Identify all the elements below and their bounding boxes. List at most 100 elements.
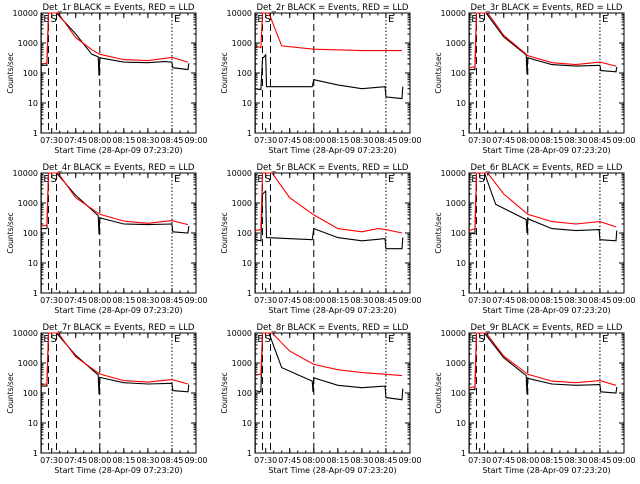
plot-frame	[468, 12, 625, 134]
plot-frame	[40, 332, 197, 454]
y-tick-label: 10000	[227, 329, 252, 338]
series-line-lld	[468, 172, 617, 232]
y-tick-label: 10	[242, 419, 252, 428]
series-line-events	[468, 172, 618, 242]
x-tick-label: 08:15	[326, 456, 349, 465]
x-axis-label: Start Time (28-Apr-09 07:23:20)	[268, 306, 396, 315]
marker-label: E	[174, 334, 180, 345]
y-tick-label: 1000	[18, 39, 38, 48]
y-tick-label: 10	[456, 259, 466, 268]
series-line-events	[469, 12, 618, 75]
y-tick-label: 1000	[446, 359, 466, 368]
x-tick-label: 08:00	[88, 296, 111, 305]
marker-label: E	[388, 14, 394, 25]
y-tick-label: 1000	[18, 199, 38, 208]
y-tick-label: 1000	[232, 199, 252, 208]
y-tick-label: 100	[451, 69, 466, 78]
y-tick-label: 1000	[18, 359, 38, 368]
x-tick-label: 08:15	[540, 136, 563, 145]
x-tick-label: 08:00	[516, 296, 539, 305]
y-tick-label: 10	[28, 259, 38, 268]
marker-label: E	[471, 14, 477, 25]
x-tick-label: 07:45	[278, 456, 301, 465]
marker-label: S	[264, 174, 270, 185]
x-tick-label: 07:30	[254, 136, 277, 145]
chart-title: Det_2r BLACK = Events, RED = LLD	[257, 3, 409, 13]
x-tick-label: 09:00	[184, 136, 207, 145]
x-tick-label: 07:45	[492, 296, 515, 305]
x-tick-label: 08:00	[88, 456, 111, 465]
x-tick-label: 08:30	[350, 296, 373, 305]
y-tick-label: 100	[237, 229, 252, 238]
y-tick-label: 10	[28, 419, 38, 428]
y-tick-label: 1000	[446, 39, 466, 48]
x-axis-label: Start Time (28-Apr-09 07:23:20)	[54, 466, 182, 475]
y-axis-label: Counts/sec	[220, 52, 229, 93]
marker-label: E	[471, 334, 477, 345]
y-tick-label: 1	[33, 289, 38, 298]
marker-label: E	[174, 14, 180, 25]
x-tick-label: 07:45	[64, 456, 87, 465]
y-tick-label: 10000	[13, 169, 38, 178]
y-tick-label: 10000	[227, 9, 252, 18]
y-axis-label: Counts/sec	[6, 372, 15, 413]
chart-title: Det_6r BLACK = Events, RED = LLD	[471, 163, 623, 173]
y-axis-label: Counts/sec	[220, 372, 229, 413]
marker-label: E	[43, 334, 49, 345]
y-tick-label: 10	[242, 99, 252, 108]
series-line-events	[41, 172, 190, 235]
plot-frame	[40, 172, 197, 294]
y-tick-label: 1	[461, 449, 466, 458]
series-line-lld	[468, 332, 617, 389]
y-tick-label: 10	[456, 99, 466, 108]
y-tick-label: 1	[461, 129, 466, 138]
chart-title: Det_3r BLACK = Events, RED = LLD	[471, 3, 623, 13]
x-tick-label: 07:45	[492, 136, 515, 145]
y-tick-label: 100	[237, 389, 252, 398]
y-axis-label: Counts/sec	[434, 372, 443, 413]
marker-label: S	[478, 174, 484, 185]
y-tick-label: 10000	[441, 169, 466, 178]
marker-label: E	[174, 174, 180, 185]
series-line-lld	[40, 172, 189, 227]
y-tick-label: 10000	[441, 9, 466, 18]
y-tick-label: 1	[461, 289, 466, 298]
marker-label: S	[50, 14, 56, 25]
marker-label: E	[388, 334, 394, 345]
y-axis-label: Counts/sec	[434, 52, 443, 93]
x-tick-label: 08:30	[350, 456, 373, 465]
series-line-lld	[254, 12, 402, 52]
x-axis-label: Start Time (28-Apr-09 07:23:20)	[54, 306, 182, 315]
x-tick-label: 08:00	[88, 136, 111, 145]
marker-label: E	[602, 334, 608, 345]
x-tick-label: 07:30	[40, 296, 63, 305]
plot-frame	[254, 332, 411, 454]
plot-frame	[468, 172, 625, 294]
series-line-events	[469, 332, 618, 395]
marker-label: E	[471, 174, 477, 185]
y-tick-label: 100	[451, 229, 466, 238]
x-tick-label: 07:30	[40, 136, 63, 145]
x-tick-label: 08:30	[136, 456, 159, 465]
x-tick-label: 08:30	[136, 296, 159, 305]
series-line-events	[254, 332, 404, 401]
x-tick-label: 07:30	[468, 136, 491, 145]
x-tick-label: 08:30	[564, 456, 587, 465]
chart-title: Det_4r BLACK = Events, RED = LLD	[43, 163, 195, 173]
x-tick-label: 07:45	[64, 136, 87, 145]
y-tick-label: 10000	[441, 329, 466, 338]
plot-frame	[40, 12, 197, 134]
y-tick-label: 100	[23, 389, 38, 398]
x-tick-label: 07:30	[254, 296, 277, 305]
y-tick-label: 1000	[232, 359, 252, 368]
y-tick-label: 10000	[13, 9, 38, 18]
marker-label: S	[264, 334, 270, 345]
y-tick-label: 1	[247, 449, 252, 458]
